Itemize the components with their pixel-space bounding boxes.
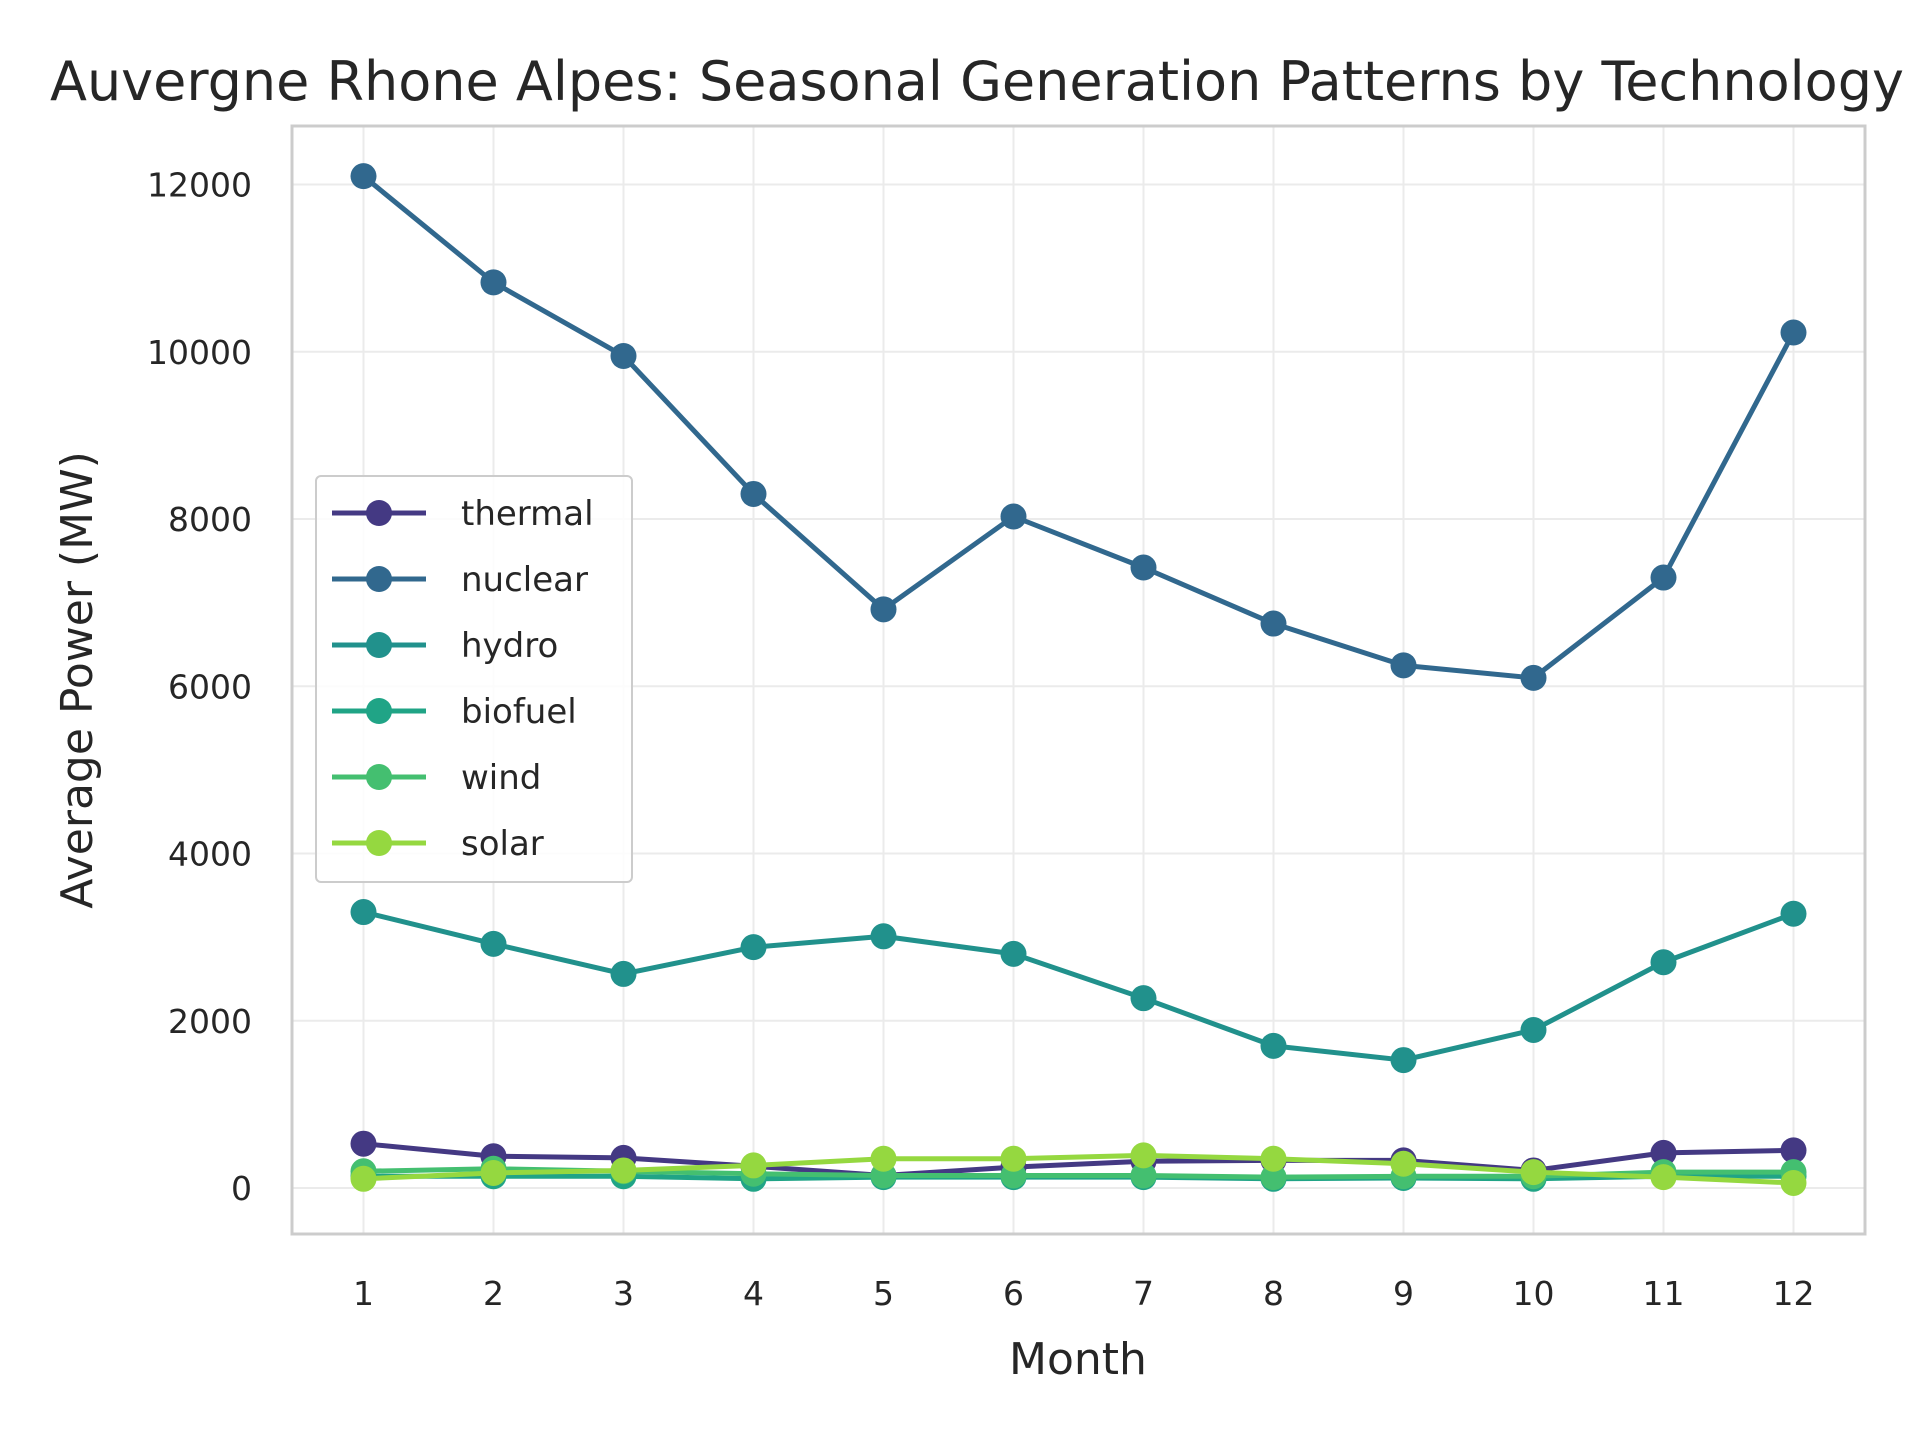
series-nuclear — [350, 163, 1807, 691]
data-point-hydro — [1390, 1047, 1417, 1074]
data-point-nuclear — [480, 269, 507, 296]
x-tick-label: 7 — [1133, 1274, 1154, 1313]
legend-marker — [366, 764, 392, 790]
data-point-thermal — [1780, 1137, 1807, 1164]
data-point-solar — [480, 1159, 507, 1186]
legend-item-hydro: hydro — [332, 626, 558, 666]
data-point-nuclear — [1650, 564, 1677, 591]
data-point-hydro — [870, 923, 897, 950]
series — [350, 163, 1807, 1196]
data-point-solar — [1520, 1159, 1547, 1186]
x-tick-label: 1 — [353, 1274, 374, 1313]
data-point-nuclear — [1000, 503, 1027, 530]
legend-box — [315, 475, 633, 883]
data-point-hydro — [1130, 985, 1157, 1012]
x-tick-label: 3 — [613, 1274, 634, 1313]
data-point-solar — [870, 1145, 897, 1172]
legend-item-wind: wind — [332, 758, 541, 798]
data-point-hydro — [610, 960, 637, 987]
data-point-nuclear — [1780, 319, 1807, 346]
data-point-hydro — [1000, 940, 1027, 967]
y-tick-labels: 0 2000 4000 6000 8000 10000 12000 — [147, 166, 252, 1208]
x-tick-labels: 1 2 3 4 5 6 7 8 9 10 11 12 — [353, 1274, 1815, 1313]
x-tick-label: 12 — [1773, 1274, 1815, 1313]
x-tick-label: 9 — [1393, 1274, 1414, 1313]
x-tick-label: 8 — [1263, 1274, 1284, 1313]
data-point-wind — [1260, 1164, 1287, 1191]
legend-label: solar — [461, 824, 544, 864]
y-tick-label: 12000 — [147, 166, 252, 205]
data-point-wind — [1130, 1162, 1157, 1189]
data-point-solar — [1390, 1150, 1417, 1177]
data-point-solar — [350, 1165, 377, 1192]
legend-marker — [366, 500, 392, 526]
data-point-nuclear — [870, 596, 897, 623]
legend-marker — [366, 830, 392, 856]
series-hydro — [350, 899, 1807, 1074]
y-axis-label: Average Power (MW) — [52, 451, 103, 909]
data-point-solar — [1780, 1169, 1807, 1196]
data-point-hydro — [480, 930, 507, 957]
legend-label: biofuel — [461, 692, 577, 732]
data-point-nuclear — [1390, 652, 1417, 679]
legend-label: wind — [461, 758, 541, 798]
data-point-thermal — [1650, 1139, 1677, 1166]
data-point-solar — [1000, 1145, 1027, 1172]
x-tick-label: 6 — [1003, 1274, 1024, 1313]
x-axis-label: Month — [1009, 1334, 1147, 1385]
series-line-hydro — [362, 909, 1795, 1063]
grid — [292, 126, 1865, 1234]
data-point-solar — [1260, 1145, 1287, 1172]
legend-marker — [366, 698, 392, 724]
legend-item-biofuel: biofuel — [332, 692, 577, 732]
data-point-solar — [1650, 1164, 1677, 1191]
data-point-nuclear — [1130, 554, 1157, 581]
series-line-thermal — [363, 1141, 1794, 1178]
x-tick-label: 11 — [1643, 1274, 1685, 1313]
data-point-solar — [610, 1157, 637, 1184]
x-tick-label: 2 — [483, 1274, 504, 1313]
chart-title: Auvergne Rhone Alpes: Seasonal Generatio… — [50, 50, 1904, 113]
data-point-hydro — [1520, 1016, 1547, 1043]
legend-item-solar: solar — [332, 824, 544, 864]
plot-frame — [290, 124, 1867, 1236]
y-tick-label: 2000 — [168, 1002, 252, 1041]
series-line-nuclear — [361, 174, 1796, 681]
legend-marker — [366, 566, 392, 592]
data-point-hydro — [350, 899, 377, 926]
data-point-nuclear — [1520, 664, 1547, 691]
data-point-solar — [1130, 1142, 1157, 1169]
legend-item-nuclear: nuclear — [332, 560, 588, 600]
data-point-nuclear — [350, 163, 377, 190]
x-tick-label: 10 — [1513, 1274, 1555, 1313]
data-point-hydro — [1780, 900, 1807, 927]
y-tick-label: 8000 — [168, 500, 252, 539]
data-point-hydro — [1260, 1032, 1287, 1059]
legend-item-thermal: thermal — [332, 494, 594, 534]
y-tick-label: 6000 — [168, 667, 252, 706]
legend-label: nuclear — [461, 560, 588, 600]
data-point-solar — [740, 1152, 767, 1179]
series-solar — [350, 1142, 1807, 1196]
legend: thermal nuclear hydro biofuel wind solar — [315, 475, 633, 883]
legend-marker — [366, 632, 392, 658]
y-tick-label: 10000 — [147, 333, 252, 372]
x-tick-label: 5 — [873, 1274, 894, 1313]
x-tick-label: 4 — [743, 1274, 764, 1313]
data-point-nuclear — [610, 342, 637, 369]
y-tick-label: 0 — [231, 1169, 252, 1208]
y-tick-label: 4000 — [168, 835, 252, 874]
data-point-nuclear — [740, 480, 767, 507]
legend-label: hydro — [461, 626, 558, 666]
data-point-hydro — [1650, 949, 1677, 976]
legend-label: thermal — [461, 494, 594, 534]
data-point-nuclear — [1260, 610, 1287, 637]
series-line-solar — [363, 1152, 1794, 1186]
data-point-hydro — [740, 934, 767, 961]
data-point-thermal — [350, 1130, 377, 1157]
